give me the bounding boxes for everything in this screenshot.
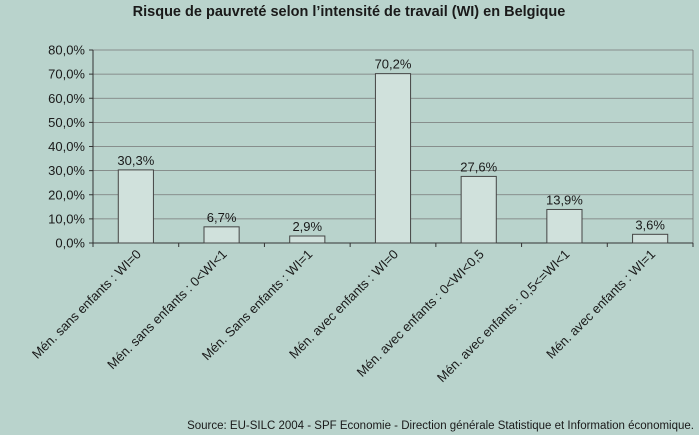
bar	[374, 73, 412, 244]
bar	[117, 169, 154, 244]
y-tick-label: 20,0%	[48, 187, 85, 202]
data-label: 27,6%	[460, 159, 497, 174]
y-tick-label: 30,0%	[48, 163, 85, 178]
y-tick-label: 70,0%	[48, 67, 85, 82]
bar	[203, 226, 240, 244]
data-label: 6,7%	[207, 210, 237, 225]
bars	[117, 73, 669, 244]
data-label: 13,9%	[546, 192, 583, 207]
bar	[289, 235, 326, 244]
axes: 0,0% 10,0% 20,0% 30,0% 40,0% 50,0% 60,0% 70,0% 8…	[48, 43, 694, 251]
bar	[460, 175, 497, 244]
y-tick-label: 80,0%	[48, 43, 85, 58]
y-tick-label: 0,0%	[55, 236, 85, 251]
y-tick-label: 40,0%	[48, 139, 85, 154]
y-tick-label: 60,0%	[48, 91, 85, 106]
source-note: Source: EU-SILC 2004 - SPF Economie - Di…	[187, 420, 694, 432]
bar	[546, 208, 583, 244]
y-tick-label: 50,0%	[48, 115, 85, 130]
y-tick-label: 10,0%	[48, 211, 85, 226]
data-labels: 30,3% 6,7% 2,9% 70,2% 27,6% 13,9% 3,6%	[117, 57, 665, 234]
data-label: 30,3%	[117, 153, 154, 168]
chart-title: Risque de pauvreté selon l’intensité de …	[133, 4, 566, 20]
data-label: 3,6%	[635, 217, 665, 232]
data-label: 2,9%	[292, 219, 322, 234]
bar	[632, 233, 669, 244]
data-label: 70,2%	[375, 57, 412, 72]
